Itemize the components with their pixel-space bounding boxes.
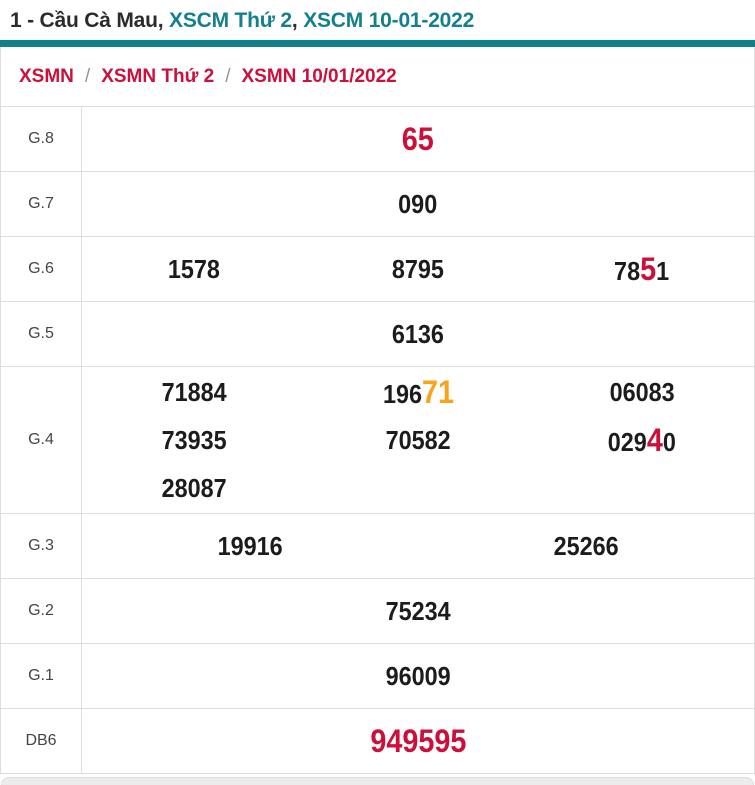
prize-label: DB6	[1, 709, 82, 773]
prize-number: 71884	[161, 376, 227, 407]
breadcrumb-separator: /	[225, 65, 231, 87]
prize-number: 6136	[391, 318, 445, 349]
prize-number: 1578	[167, 253, 221, 284]
prize-row-g4: G.4 71884 19671 06083 73935 70582 02940 28087	[1, 366, 754, 513]
prize-values: 6136	[82, 302, 754, 366]
next-section-top-edge	[1, 777, 754, 785]
prize-label: G.7	[1, 172, 82, 236]
highlight-digit: 5	[640, 251, 657, 287]
prize-number: 75234	[385, 595, 451, 626]
prize-row-g5: G.5 6136	[1, 301, 754, 366]
prize-number: 96009	[385, 660, 451, 691]
prize-number: 8795	[391, 253, 445, 284]
prize-row-g1: G.1 96009	[1, 643, 754, 708]
prize-values: 65	[82, 107, 754, 171]
prize-values: 090	[82, 172, 754, 236]
prize-number: 70582	[385, 424, 451, 455]
prize-number: 25266	[553, 530, 619, 561]
prize-row-g6: G.6 1578 8795 7851	[1, 236, 754, 301]
prize-label: G.2	[1, 579, 82, 643]
highlight-digit: 949595	[369, 723, 467, 759]
prize-values: 949595	[82, 709, 754, 773]
prize-number: 19916	[217, 530, 283, 561]
prize-number: 949595	[370, 725, 466, 757]
prize-number: 65	[402, 123, 434, 155]
prize-values: 75234	[82, 579, 754, 643]
prize-row-g2: G.2 75234	[1, 578, 754, 643]
prize-label: G.8	[1, 107, 82, 171]
prize-label: G.6	[1, 237, 82, 301]
prize-number: 28087	[161, 472, 227, 503]
prize-row-g7: G.7 090	[1, 171, 754, 236]
prize-row-g3: G.3 19916 25266	[1, 513, 754, 578]
highlight-digit: 4	[647, 422, 664, 458]
prize-values: 96009	[82, 644, 754, 708]
prize-number: 73935	[161, 424, 227, 455]
prize-values: 71884 19671 06083 73935 70582 02940 28087	[82, 367, 754, 513]
title-link-date[interactable]: XSCM 10-01-2022	[303, 9, 475, 32]
prize-values: 1578 8795 7851	[82, 237, 754, 301]
prize-label: G.3	[1, 514, 82, 578]
prize-label: G.1	[1, 644, 82, 708]
prize-number: 02940	[607, 422, 677, 458]
prize-number: 06083	[609, 376, 675, 407]
title-static-text: 1 - Cầu Cà Mau,	[10, 9, 164, 32]
prize-label: G.4	[1, 367, 82, 513]
page-title: 1 - Cầu Cà Mau, XSCM Thứ 2, XSCM 10-01-2…	[0, 0, 755, 40]
breadcrumb: XSMN / XSMN Thứ 2 / XSMN 10/01/2022	[1, 47, 754, 106]
breadcrumb-link-weekday[interactable]: XSMN Thứ 2	[101, 65, 215, 87]
breadcrumb-link-date[interactable]: XSMN 10/01/2022	[241, 65, 397, 87]
breadcrumb-separator: /	[84, 65, 91, 87]
prize-row-db6: DB6 949595	[1, 708, 754, 773]
results-table-body: G.8 65 G.7 090 G.6 1578 8795 7851 G.5 6136 G.4 7188…	[1, 106, 754, 773]
highlight-digit: 65	[401, 121, 435, 157]
highlight-digit: 71	[421, 374, 454, 410]
title-link-weekday[interactable]: XSCM Thứ 2	[169, 9, 292, 32]
prize-row-g8: G.8 65	[1, 106, 754, 171]
breadcrumb-link-xsmn[interactable]: XSMN	[19, 65, 74, 87]
prize-number: 090	[398, 188, 438, 219]
prize-number: 19671	[382, 374, 454, 410]
results-card: XSMN / XSMN Thứ 2 / XSMN 10/01/2022 G.8 6…	[0, 47, 755, 774]
prize-number: 7851	[614, 251, 670, 287]
prize-values: 19916 25266	[82, 514, 754, 578]
prize-label: G.5	[1, 302, 82, 366]
title-separator: ,	[291, 9, 298, 32]
teal-divider-bar	[0, 40, 755, 47]
